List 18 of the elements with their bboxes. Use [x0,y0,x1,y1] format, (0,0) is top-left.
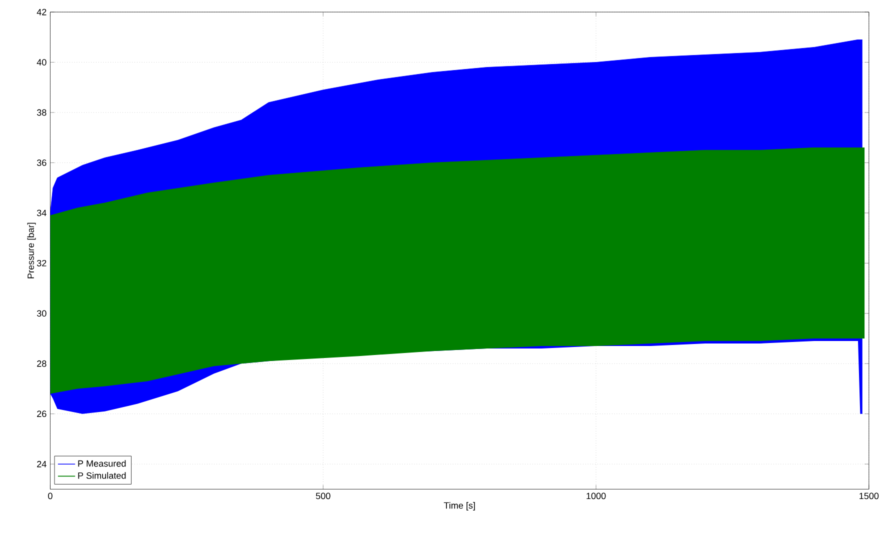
y-tick-label: 38 [36,109,46,116]
y-tick-label: 36 [36,159,46,166]
x-tick-label: 500 [316,492,330,499]
x-tick-label: 1500 [860,492,879,499]
y-tick-label: 42 [36,8,46,16]
legend-label: P Measured [78,460,126,467]
x-tick-label: 0 [48,492,52,499]
y-tick-label: 30 [36,310,46,316]
y-axis-title: Pressure [bar] [27,222,36,278]
legend-label: P Simulated [78,472,126,479]
x-axis-title: Time [s] [444,502,475,510]
x-tick-label: 1000 [586,492,606,499]
y-tick-label: 40 [36,58,46,66]
y-tick-label: 34 [36,210,46,216]
y-tick-label: 32 [36,260,46,266]
y-tick-label: 26 [37,410,46,417]
y-tick-label: 24 [37,460,46,468]
y-tick-label: 28 [37,360,46,367]
